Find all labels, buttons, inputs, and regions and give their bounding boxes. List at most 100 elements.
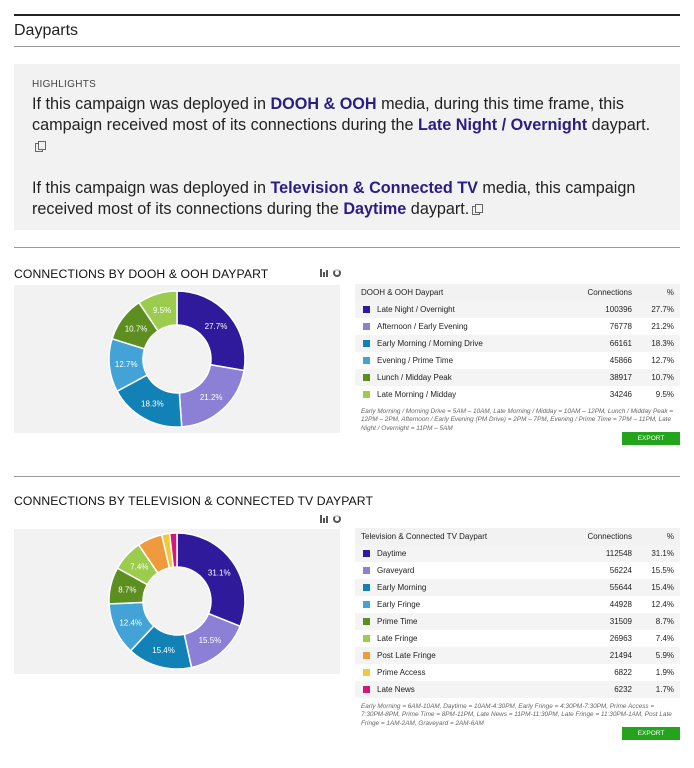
- daypart-cell: Lunch / Midday Peak: [361, 373, 552, 382]
- daypart-name: Graveyard: [377, 566, 415, 575]
- legend-swatch: [363, 391, 370, 398]
- slice-label: 9.5%: [153, 306, 171, 315]
- col-header-daypart: DOOH & OOH Daypart: [361, 288, 444, 297]
- pct-cell: 18.3%: [651, 339, 674, 348]
- legend-swatch: [363, 635, 370, 642]
- daypart-name: Daytime: [377, 549, 407, 558]
- donut-chart-icon[interactable]: [333, 515, 341, 523]
- daypart-name: Late Night / Overnight: [377, 305, 455, 314]
- daypart-name: Lunch / Midday Peak: [377, 373, 452, 382]
- pct-cell: 15.5%: [651, 566, 674, 575]
- highlight-text: media, this campaign received most of it…: [32, 179, 636, 218]
- daypart-cell: Graveyard: [361, 566, 552, 575]
- pct-cell: 1.9%: [655, 668, 674, 677]
- legend-swatch: [363, 567, 370, 574]
- connections-cell: 55644: [609, 583, 632, 592]
- highlight-media: Television & Connected TV: [270, 179, 478, 197]
- connections-cell: 112548: [605, 549, 632, 558]
- donut-slice[interactable]: [168, 532, 178, 569]
- slice-label: 15.5%: [199, 636, 222, 645]
- daypart-name: Early Morning: [377, 583, 427, 592]
- tv-table: Television & Connected TV Daypart Connec…: [355, 528, 680, 728]
- daypart-cell: Prime Time: [361, 617, 552, 626]
- pct-cell: 15.4%: [651, 583, 674, 592]
- daypart-name: Prime Time: [377, 617, 418, 626]
- copy-icon[interactable]: [35, 141, 46, 152]
- connections-cell: 6822: [614, 668, 632, 677]
- daypart-footnote: Early Morning / Morning Drive = 5AM – 10…: [361, 408, 674, 432]
- connections-cell: 38917: [609, 373, 632, 382]
- col-header-connections: Connections: [587, 532, 632, 541]
- daypart-cell: Afternoon / Early Evening: [361, 322, 552, 331]
- slice-label: 8.7%: [118, 585, 136, 594]
- connections-cell: 44928: [609, 600, 632, 609]
- slice-label: 7.4%: [130, 563, 148, 572]
- dooh-chart-tools: [320, 269, 341, 277]
- daypart-name: Early Fringe: [377, 600, 421, 609]
- pct-cell: 10.7%: [651, 373, 674, 382]
- daypart-cell: Daytime: [361, 549, 552, 558]
- table-row: Late Night / Overnight 100396 27.7%: [355, 301, 680, 318]
- table-row: Afternoon / Early Evening 76778 21.2%: [355, 318, 680, 335]
- daypart-cell: Late Fringe: [361, 634, 552, 643]
- legend-swatch: [363, 652, 370, 659]
- tv-chart-area: 31.1% 15.5% 15.4% 12.4% 8.7% 7.4%: [14, 529, 340, 674]
- slice-label: 27.7%: [205, 322, 228, 331]
- legend-swatch: [363, 374, 370, 381]
- pct-cell: 9.5%: [655, 390, 674, 399]
- donut-slice[interactable]: [176, 532, 246, 628]
- table-body: Daytime 112548 31.1% Graveyard 56224 15.5% Ear…: [355, 545, 680, 698]
- table-row: Late Fringe 26963 7.4%: [355, 630, 680, 647]
- highlight-text: If this campaign was deployed in: [32, 95, 271, 113]
- table-row: Prime Access 6822 1.9%: [355, 664, 680, 681]
- tv-section-title: CONNECTIONS BY TELEVISION & CONNECTED TV…: [14, 494, 373, 508]
- daypart-name: Evening / Prime Time: [377, 356, 454, 365]
- slice-label: 10.7%: [125, 325, 148, 334]
- page-title: Dayparts: [14, 22, 79, 39]
- highlight-text: media, during this time frame, this camp…: [32, 95, 624, 134]
- tv-chart-tools: [320, 515, 341, 523]
- pct-cell: 5.9%: [655, 651, 674, 660]
- daypart-cell: Prime Access: [361, 668, 552, 677]
- pct-cell: 1.7%: [655, 685, 674, 694]
- col-header-daypart: Television & Connected TV Daypart: [361, 532, 488, 541]
- legend-swatch: [363, 618, 370, 625]
- dooh-donut-chart: 27.7% 21.2% 18.3% 12.7% 10.7% 9.5%: [108, 290, 246, 428]
- pct-cell: 12.4%: [651, 600, 674, 609]
- slice-label: 15.4%: [152, 646, 175, 655]
- donut-slice[interactable]: [176, 290, 246, 372]
- donut-chart-icon[interactable]: [333, 269, 341, 277]
- slice-label: 12.4%: [119, 618, 142, 627]
- highlight-text: If this campaign was deployed in: [32, 179, 271, 197]
- col-header-connections: Connections: [587, 288, 632, 297]
- table-row: Daytime 112548 31.1%: [355, 545, 680, 562]
- daypart-cell: Early Morning: [361, 583, 552, 592]
- legend-swatch: [363, 584, 370, 591]
- connections-cell: 66161: [609, 339, 632, 348]
- daypart-cell: Late Morning / Midday: [361, 390, 552, 399]
- daypart-cell: Early Fringe: [361, 600, 552, 609]
- highlight-dooh: If this campaign was deployed in DOOH & …: [32, 94, 662, 157]
- bar-chart-icon[interactable]: [320, 269, 328, 277]
- highlight-text: daypart.: [587, 116, 651, 134]
- copy-icon[interactable]: [472, 204, 484, 215]
- donut-slice[interactable]: [137, 290, 178, 332]
- connections-cell: 100396: [605, 305, 632, 314]
- legend-swatch: [363, 550, 370, 557]
- legend-swatch: [363, 340, 370, 347]
- daypart-footnote: Early Morning = 6AM-10AM, Daytime = 10AM…: [361, 703, 672, 727]
- connections-cell: 56224: [609, 566, 632, 575]
- daypart-cell: Post Late Fringe: [361, 651, 552, 660]
- table-row: Post Late Fringe 21494 5.9%: [355, 647, 680, 664]
- col-header-pct: %: [666, 288, 674, 297]
- legend-swatch: [363, 357, 370, 364]
- dooh-section-title: CONNECTIONS BY DOOH & OOH DAYPART: [14, 267, 269, 281]
- daypart-name: Late News: [377, 685, 415, 694]
- table-row: Early Morning 55644 15.4%: [355, 579, 680, 596]
- export-button[interactable]: EXPORT: [622, 432, 680, 445]
- bar-chart-icon[interactable]: [320, 515, 328, 523]
- daypart-name: Post Late Fringe: [377, 651, 436, 660]
- export-button[interactable]: EXPORT: [622, 727, 680, 740]
- table-row: Graveyard 56224 15.5%: [355, 562, 680, 579]
- slice-label: 12.7%: [115, 360, 138, 369]
